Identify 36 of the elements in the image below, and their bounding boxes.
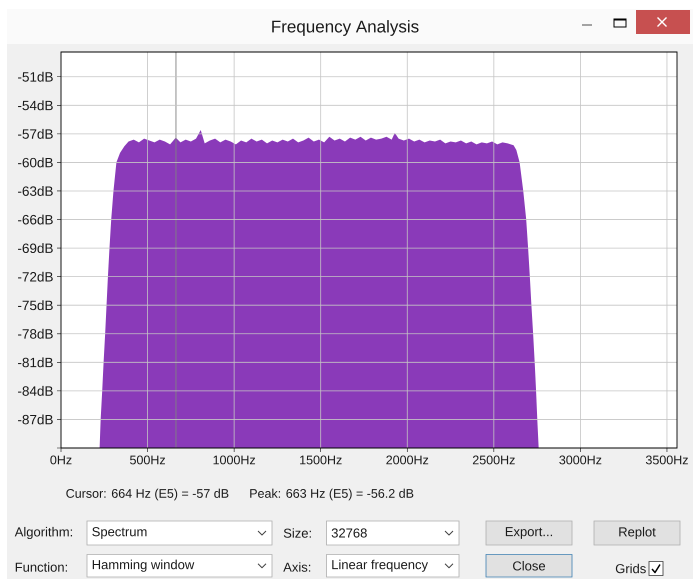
- x-tick-label: 3500Hz: [646, 456, 688, 464]
- x-tick-label: 2500Hz: [472, 456, 515, 464]
- text: Size:: [284, 528, 311, 538]
- text: Linear frequency: [332, 560, 428, 572]
- y-tick-label: -75dB: [18, 300, 53, 310]
- chart-title: Frequency Analysis: [272, 20, 419, 36]
- y-tick-label: -57dB: [18, 128, 53, 139]
- y-tick-label: -69dB: [18, 243, 53, 254]
- text: Algorithm:: [14, 526, 72, 540]
- text: Function:: [16, 562, 67, 572]
- text: Close: [513, 560, 546, 571]
- y-tick-label: -60dB: [18, 157, 53, 168]
- text: Axis:: [283, 562, 310, 572]
- y-tick-label: -54dB: [18, 100, 53, 110]
- x-tick-label: 1500Hz: [300, 456, 342, 464]
- x-tick-label: 0Hz: [50, 456, 72, 464]
- x-tick-label: 1000Hz: [214, 456, 256, 464]
- y-tick-label: -78dB: [18, 328, 53, 339]
- text: Cursor: 664 Hz (E5) = -57 dB: [66, 488, 228, 500]
- x-tick-label: 500Hz: [130, 456, 166, 464]
- x-tick-label: 2000Hz: [386, 456, 428, 464]
- y-tick-label: -63dB: [18, 186, 53, 196]
- text: Export...: [506, 527, 552, 539]
- text: 32768: [332, 528, 367, 538]
- y-tick-label: -81dB: [18, 357, 53, 368]
- y-tick-label: -66dB: [18, 214, 53, 224]
- text: Peak: 663 Hz (E5) = -56.2 dB: [250, 488, 414, 500]
- x-tick-label: 3000Hz: [559, 456, 602, 464]
- text: Replot: [619, 526, 656, 540]
- y-tick-label: -51dB: [18, 72, 53, 82]
- text: Spectrum: [92, 527, 146, 539]
- text: Grids: [616, 564, 646, 574]
- y-tick-label: -84dB: [18, 386, 53, 396]
- y-tick-label: -87dB: [18, 414, 53, 424]
- y-tick-label: -72dB: [18, 272, 53, 282]
- text: Hamming window: [92, 560, 194, 572]
